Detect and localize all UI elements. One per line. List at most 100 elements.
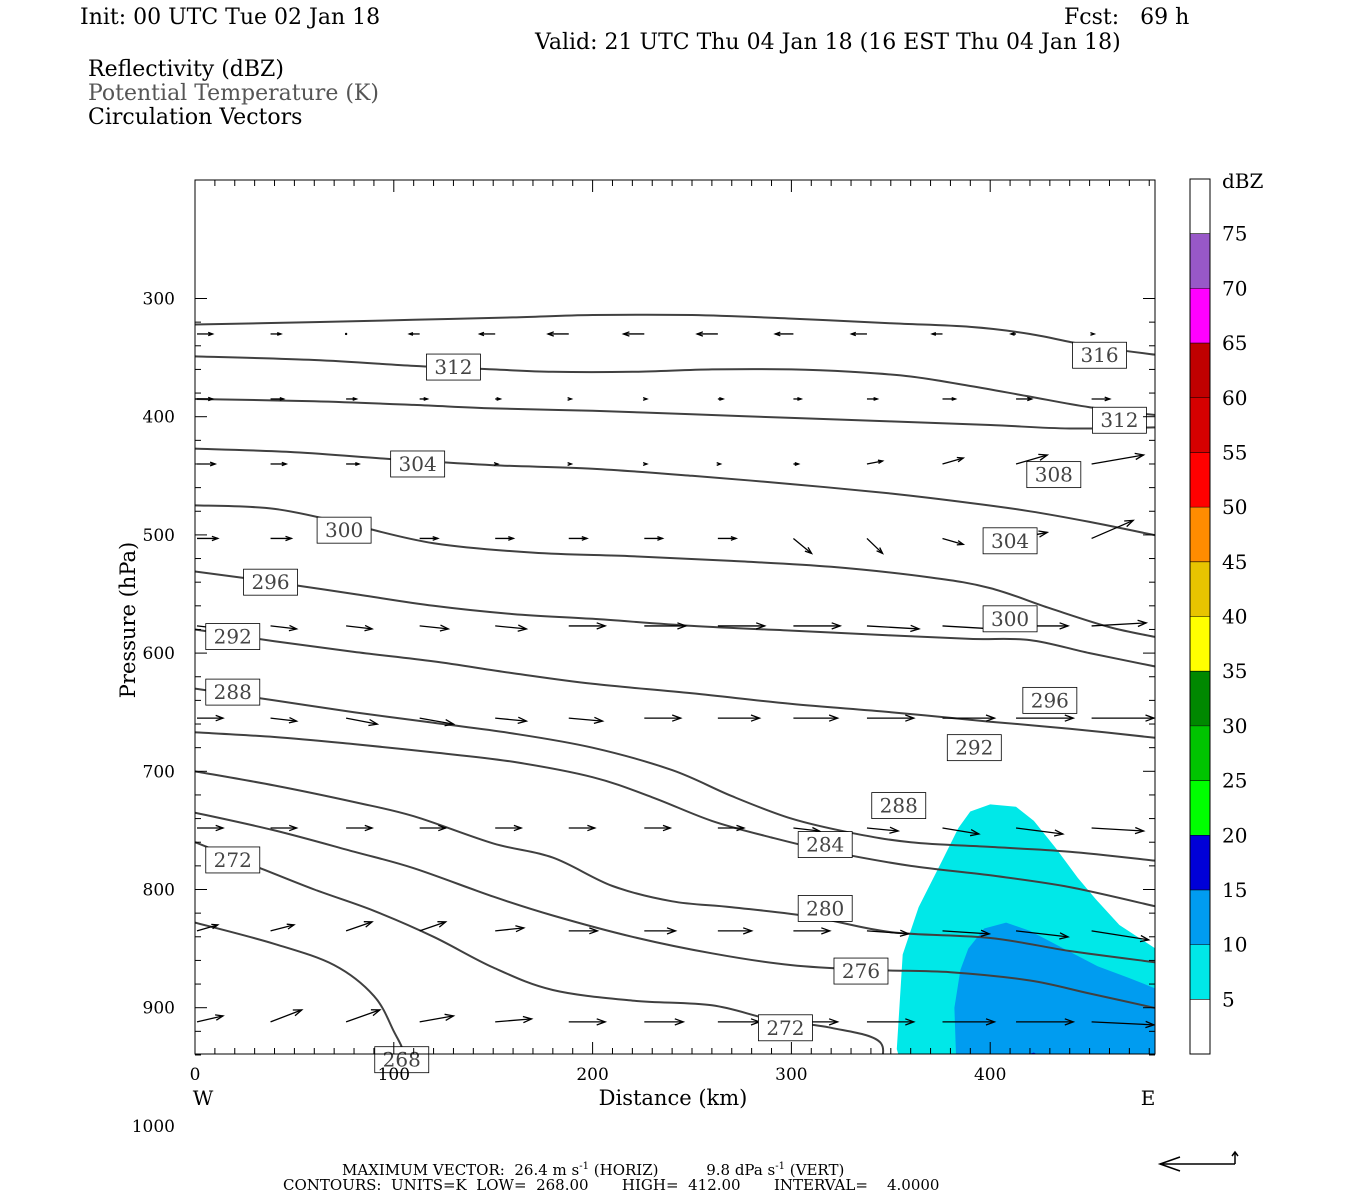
vector-head [899,929,911,937]
contour-label: 304 [399,452,437,476]
vector-head [496,396,503,401]
circulation-vector [270,461,289,467]
circulation-vector [793,622,843,630]
vector-head [716,461,723,467]
circulation-vector [1015,930,1070,940]
circulation-vector [1091,396,1112,402]
vector-head [285,535,294,542]
circulation-vector [493,461,500,467]
vector-shaft [270,1009,302,1023]
circulation-vector [644,824,673,832]
vector-head [515,925,526,933]
max-vector-vert: 9.8 dPa s [706,1161,776,1179]
circulation-vector [568,824,597,832]
vector-head [209,461,218,467]
max-vector-horiz: 26.4 m s [514,1161,580,1179]
vector-head [910,624,921,633]
vector-shaft [866,537,884,554]
circulation-vector [866,929,911,937]
vector-head [444,719,456,727]
vector-shaft [866,460,883,465]
colorbar-label: 40 [1222,605,1247,629]
vector-head [642,461,649,467]
vector-shaft [866,625,919,630]
reflectivity-15-dbz-area [1028,1052,1037,1054]
circulation-vector [271,1104,292,1108]
colorbar-label: 15 [1222,878,1247,902]
vector-shaft [420,1105,443,1108]
vector-shaft [419,717,454,725]
theta-contour-line [195,355,1155,417]
vector-shaft [1091,622,1147,627]
contour-label-box [316,516,372,544]
circulation-vector [942,456,966,465]
circulation-vector [567,396,574,401]
vector-head [976,1105,985,1111]
circulation-vector [568,716,605,725]
circulation-vector [793,396,804,401]
vector-head [288,717,299,724]
y-axis-label: Pressure (hPa) [116,542,140,698]
vector-head [1038,530,1050,538]
vector-shaft [196,924,218,932]
circulation-vector [197,396,215,402]
colorbar-bin [1190,835,1210,890]
vector-shaft [495,717,527,722]
vector-head [596,622,608,630]
circulation-vector [867,1105,903,1111]
vector-shaft [271,1105,292,1108]
circulation-vector [717,1018,762,1026]
vector-shaft [495,1105,521,1108]
contour-label-box [1072,341,1127,369]
horiz-exponent: -1 [579,1161,589,1172]
contour-label: 316 [1080,343,1118,367]
contour-label-box [1092,406,1147,434]
vector-head [1145,1020,1155,1029]
circulation-vector [495,824,524,832]
y-tick-label: 500 [143,526,175,546]
theta-contour-line [195,687,1155,862]
colorbar-bin [1190,889,1210,945]
circulation-vector [942,1018,997,1026]
circulation-vector [270,717,299,724]
vector-head [985,1018,997,1026]
vector-head [211,923,220,930]
circulation-vector [346,461,361,467]
circulation-vector [773,331,794,337]
circulation-vector [1009,331,1017,336]
vector-head [215,1014,225,1021]
vector-head [905,1018,916,1026]
circulation-vector [568,622,608,630]
vector-head [951,396,958,401]
contour-label: 292 [955,736,993,760]
colorbar-label: 45 [1222,550,1247,574]
circulation-vector [270,624,299,632]
colorbar-label: 50 [1222,495,1247,519]
contour-label-box [833,957,889,985]
circulation-vector [1016,396,1034,402]
vector-head [1090,331,1097,336]
circulation-vector [420,1104,443,1109]
circulation-vector [344,332,348,336]
circulation-vector [477,331,496,337]
contour-label: 308 [1035,463,1073,487]
contour-label-box [797,831,853,858]
circulation-vector [197,535,220,542]
vector-head [567,461,574,467]
circulation-vector [270,396,286,401]
circulation-vector [942,929,992,938]
vector-head [930,331,937,336]
field-potential-temperature: Potential Temperature (K) [88,81,379,106]
west-endpoint-label: W [193,1086,214,1110]
circulation-vector [717,714,762,722]
contour-label: 312 [434,355,472,379]
vector-shaft [866,827,899,832]
circulation-vector [642,461,649,467]
contour-label: 300 [325,518,363,542]
colorbar-bin [1190,288,1210,344]
vector-shaft [1091,827,1144,832]
colorbar-label: 20 [1222,823,1247,847]
circulation-vector [419,535,440,541]
circulation-vector [407,331,420,336]
x-tick-label: 300 [775,1065,807,1085]
